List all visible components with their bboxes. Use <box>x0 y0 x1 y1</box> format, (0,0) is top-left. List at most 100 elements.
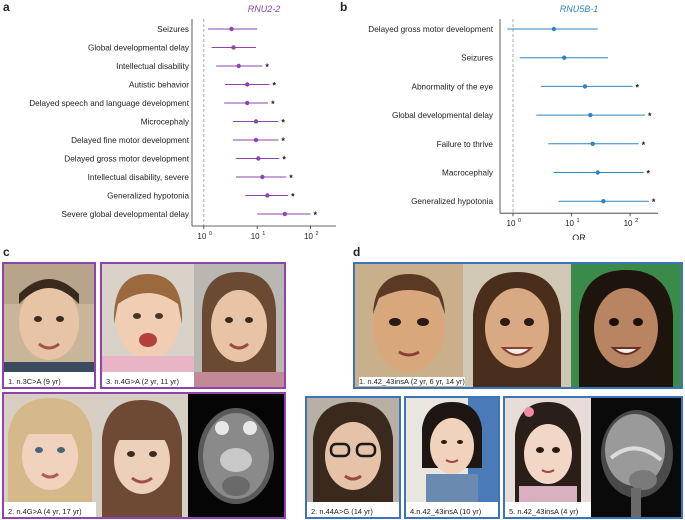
or-point <box>588 112 593 118</box>
patient-photo-c1 <box>4 264 94 372</box>
face-placeholder-icon <box>505 398 591 502</box>
brain-mri-icon <box>591 398 681 517</box>
face-placeholder-icon <box>194 264 284 387</box>
face-placeholder-icon <box>307 398 399 502</box>
significance-star: * <box>271 99 275 109</box>
row-label: Delayed fine motor development <box>71 136 190 145</box>
patient-photo-d2 <box>307 398 399 502</box>
or-point <box>231 45 236 50</box>
or-point <box>256 156 261 161</box>
face-placeholder-icon <box>102 264 194 372</box>
significance-star: * <box>289 173 293 183</box>
patient-photo-c3a <box>102 264 194 372</box>
patient-photo-c3b <box>194 264 284 387</box>
panel-label-b: b <box>340 0 348 14</box>
row-label: Delayed speech and language development <box>29 99 190 108</box>
significance-star: * <box>265 62 269 72</box>
x-tick-label: 10 <box>304 232 313 240</box>
x-tick-label: 10 <box>624 219 633 228</box>
or-point <box>595 170 600 175</box>
x-tick-label: 10 <box>565 219 574 228</box>
x-tick-label: 10 <box>507 219 516 228</box>
significance-star: * <box>291 192 295 202</box>
patient-photo-d1b <box>463 264 571 387</box>
x-tick-label: 10 <box>197 232 206 240</box>
row-label: Failure to thrive <box>437 140 494 149</box>
or-point <box>551 26 557 32</box>
forest-plot-rnu2-2: RNU2-2100101102ORSeizuresGlobal developm… <box>29 4 336 240</box>
face-placeholder-icon <box>463 264 571 387</box>
row-label: Macrocephaly <box>442 169 494 178</box>
row-label: Autistic behavior <box>129 81 189 90</box>
x-tick-exponent: 2 <box>316 231 319 237</box>
or-point <box>245 100 250 106</box>
brain-mri-icon <box>188 394 284 517</box>
row-label: Abnormality of the eye <box>412 82 494 91</box>
mri-scan-c2 <box>188 394 284 517</box>
chart-title: RNU2-2 <box>248 4 281 14</box>
patient-photo-d1a <box>355 264 463 387</box>
face-placeholder-icon <box>96 394 188 517</box>
significance-star: * <box>281 136 285 146</box>
panel-label-d: d <box>353 245 361 259</box>
row-label: Delayed gross motor development <box>64 155 189 164</box>
significance-star: * <box>282 155 286 165</box>
significance-star: * <box>314 210 318 220</box>
photo-caption-c3: 3. n.4G>A (2 yr, 11 yr) <box>106 377 180 386</box>
photo-caption-d4: 4.n.42_43insA (10 yr) <box>410 507 482 516</box>
or-point <box>253 137 259 143</box>
panel-label-c: c <box>3 245 10 259</box>
photo-group-d2: 2. n.44A>G (14 yr) <box>305 396 401 519</box>
face-placeholder-icon <box>355 264 463 387</box>
or-point <box>236 63 241 69</box>
photo-group-d5: 5. n.42_43insA (4 yr) <box>503 396 683 519</box>
x-tick-exponent: 1 <box>577 218 580 224</box>
significance-star: * <box>647 169 651 179</box>
significance-star: * <box>642 140 646 150</box>
patient-photo-d1c <box>571 264 681 387</box>
or-point <box>562 55 567 60</box>
x-axis-label: OR <box>572 233 586 240</box>
face-placeholder-icon <box>406 398 498 502</box>
significance-star: * <box>635 82 639 92</box>
significance-star: * <box>272 81 276 91</box>
row-label: Delayed gross motor development <box>368 25 493 34</box>
row-label: Microcephaly <box>141 118 190 127</box>
photo-caption-c1: 1. n.3C>A (9 yr) <box>8 377 61 386</box>
significance-star: * <box>648 111 652 121</box>
photo-group-c3: 3. n.4G>A (2 yr, 11 yr) <box>100 262 286 389</box>
or-point <box>229 26 234 32</box>
or-point <box>282 211 288 217</box>
face-placeholder-icon <box>571 264 681 387</box>
photo-caption-d5: 5. n.42_43insA (4 yr) <box>509 507 579 516</box>
row-label: Generalized hypotonia <box>107 192 189 201</box>
row-label: Intellectual disability, severe <box>88 173 190 182</box>
or-point <box>582 84 588 89</box>
x-tick-exponent: 1 <box>262 231 265 237</box>
photo-group-d1: 1. n.42_43insA (2 yr, 6 yr, 14 yr) <box>353 262 683 389</box>
or-point <box>245 82 250 87</box>
patient-photo-d5 <box>505 398 591 502</box>
row-label: Intellectual disability <box>116 62 190 71</box>
photo-group-c2: 2. n.4G>A (4 yr, 17 yr) <box>2 392 286 519</box>
patient-photo-d4 <box>406 398 498 502</box>
face-placeholder-icon <box>4 394 96 502</box>
panel-label-a: a <box>3 0 10 14</box>
photo-group-d4: 4.n.42_43insA (10 yr) <box>404 396 500 519</box>
photo-group-c1: 1. n.3C>A (9 yr) <box>2 262 96 389</box>
row-label: Severe global developmental delay <box>62 210 190 219</box>
or-point <box>265 193 270 198</box>
or-point <box>253 119 259 124</box>
significance-star: * <box>281 118 285 128</box>
or-point <box>601 199 606 204</box>
or-point <box>590 141 595 146</box>
photo-caption-d1: 1. n.42_43insA (2 yr, 6 yr, 14 yr) <box>359 377 465 386</box>
face-placeholder-icon <box>4 264 94 372</box>
x-tick-exponent: 0 <box>209 231 212 237</box>
row-label: Seizures <box>157 25 189 34</box>
significance-star: * <box>652 197 656 207</box>
x-tick-exponent: 2 <box>635 218 638 224</box>
row-label: Global developmental delay <box>88 44 190 53</box>
x-tick-label: 10 <box>251 232 260 240</box>
